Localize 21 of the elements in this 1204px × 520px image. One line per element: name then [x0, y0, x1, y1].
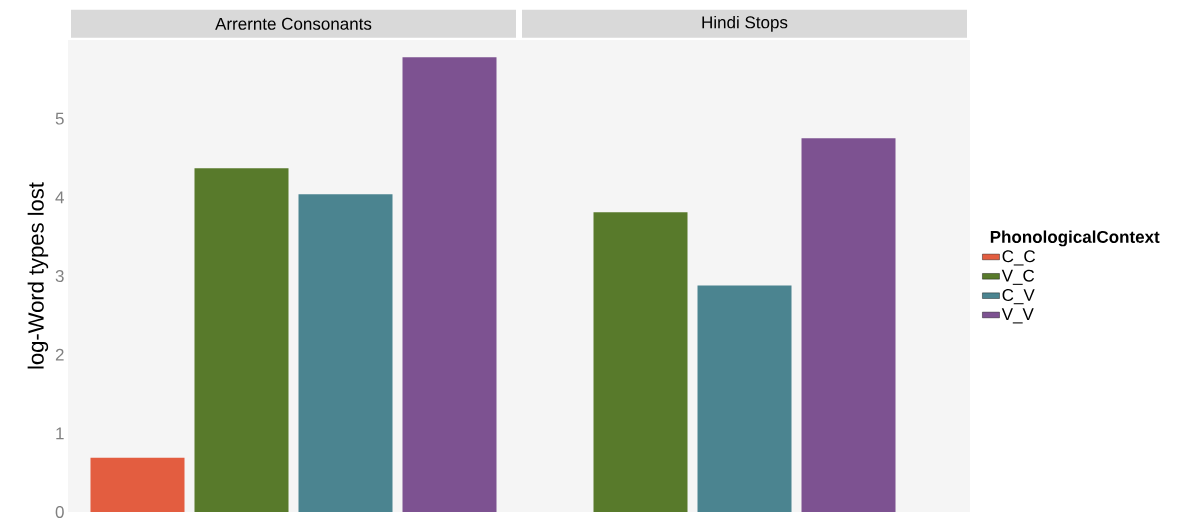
y-tick-label: 2: [55, 348, 64, 361]
legend-label: C_V: [1002, 289, 1035, 305]
y-tick-label: 5: [55, 112, 64, 125]
bar: [298, 194, 393, 512]
y-tick-label: 1: [56, 427, 64, 440]
y-tick-label: 4: [55, 191, 64, 204]
y-tick-label: 3: [55, 269, 64, 283]
bar: [593, 212, 688, 512]
legend-label: V_V: [1001, 308, 1034, 324]
bar: [402, 57, 497, 512]
legend-title: PhonologicalContext: [990, 230, 1160, 247]
bar: [801, 138, 896, 512]
bar: [90, 457, 185, 512]
y-axis-title: log-Word types lost: [27, 182, 49, 369]
legend-label: C_C: [1002, 250, 1036, 266]
y-tick-label: 0: [55, 505, 64, 519]
bar: [697, 285, 792, 512]
legend-label: V_C: [1001, 269, 1035, 285]
bar: [194, 168, 289, 512]
x-tick-label: Arrernte Consonants: [215, 17, 372, 30]
x-tick-label: Hindi Stops: [702, 15, 788, 32]
